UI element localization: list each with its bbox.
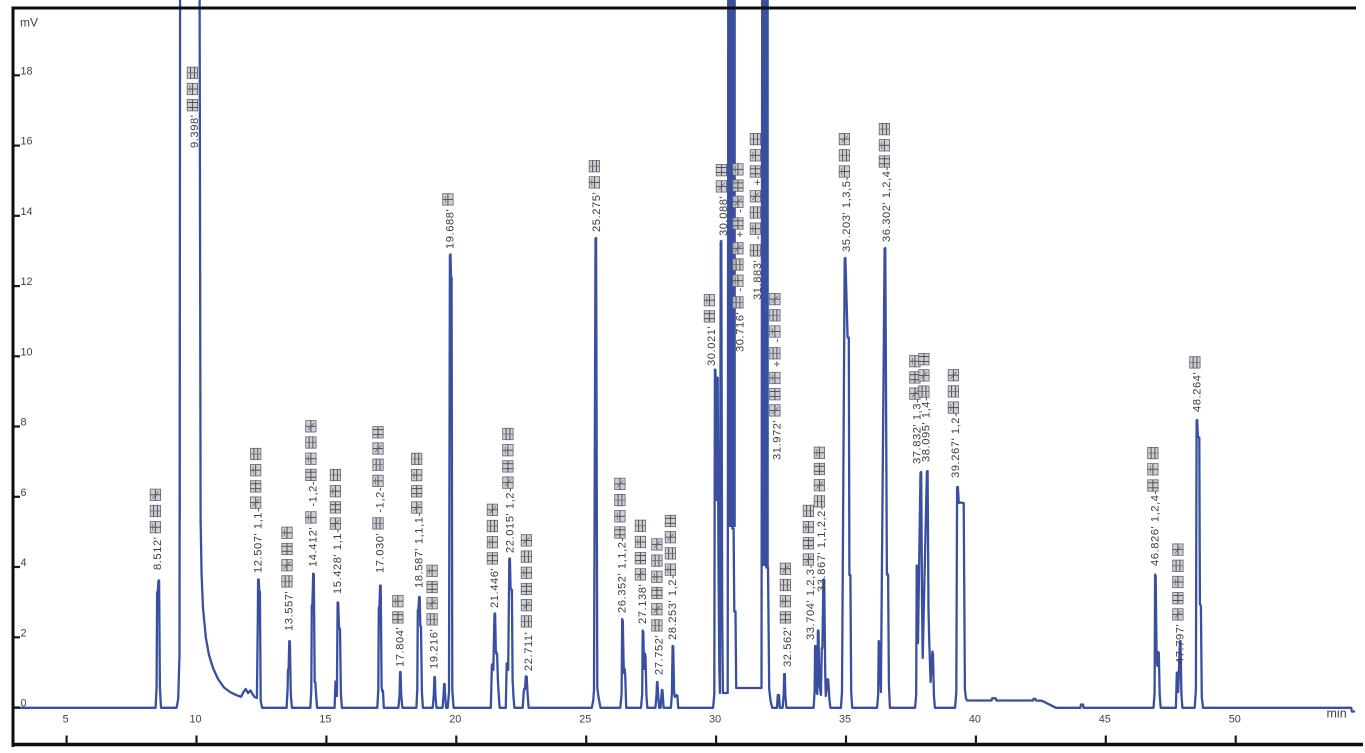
svg-text:22.015' 1,2-: 22.015' 1,2- bbox=[505, 488, 517, 553]
svg-text:47.797': 47.797' bbox=[1175, 624, 1187, 664]
svg-text:+: + bbox=[735, 230, 747, 237]
svg-text:8: 8 bbox=[21, 417, 27, 429]
svg-text:35: 35 bbox=[839, 714, 851, 726]
svg-text:22.711': 22.711' bbox=[523, 632, 535, 671]
svg-text:12: 12 bbox=[21, 276, 33, 288]
svg-text:27.138': 27.138' bbox=[637, 584, 649, 624]
svg-text:25.275': 25.275' bbox=[591, 192, 603, 232]
svg-text:6: 6 bbox=[21, 487, 27, 499]
svg-text:18.587' 1,1,1-: 18.587' 1,1,1- bbox=[413, 512, 425, 588]
svg-text:18: 18 bbox=[21, 65, 33, 77]
svg-text:33.704' 1,2,3-: 33.704' 1,2,3- bbox=[805, 564, 817, 640]
svg-text:13.557': 13.557' bbox=[284, 591, 296, 631]
svg-text:30.716': 30.716' bbox=[735, 312, 747, 352]
svg-text:30: 30 bbox=[709, 714, 721, 726]
svg-text:10: 10 bbox=[21, 346, 33, 358]
svg-text:45: 45 bbox=[1099, 714, 1111, 726]
svg-text:12.507' 1,1-: 12.507' 1,1- bbox=[252, 508, 264, 573]
svg-text:31.883': 31.883' bbox=[752, 260, 764, 300]
svg-text:20: 20 bbox=[449, 714, 461, 726]
svg-text:25: 25 bbox=[579, 714, 591, 726]
svg-text:28.253' 1,2-: 28.253' 1,2- bbox=[667, 575, 679, 640]
svg-text:19.688': 19.688' bbox=[445, 209, 457, 249]
svg-text:-: - bbox=[772, 338, 784, 342]
svg-text:16: 16 bbox=[21, 136, 33, 148]
svg-text:9.398': 9.398' bbox=[189, 115, 201, 148]
svg-text:17.030': 17.030' bbox=[375, 533, 387, 573]
svg-text:+: + bbox=[772, 360, 784, 367]
svg-text:19.216': 19.216' bbox=[429, 629, 441, 669]
svg-text:30.088': 30.088' bbox=[718, 196, 730, 236]
svg-text:15: 15 bbox=[319, 714, 331, 726]
svg-text:8.512': 8.512' bbox=[152, 537, 164, 570]
svg-text:-1,2-: -1,2- bbox=[308, 481, 320, 507]
svg-text:46.826' 1,2,4-: 46.826' 1,2,4- bbox=[1150, 490, 1162, 566]
svg-text:4: 4 bbox=[21, 557, 27, 569]
svg-text:36.302' 1,2,4-: 36.302' 1,2,4- bbox=[881, 166, 893, 242]
svg-text:31.972': 31.972' bbox=[772, 420, 784, 460]
svg-text:30.021': 30.021' bbox=[706, 326, 718, 366]
svg-text:21.446': 21.446' bbox=[489, 568, 501, 608]
svg-text:14: 14 bbox=[21, 206, 33, 218]
svg-text:17.804': 17.804' bbox=[395, 627, 407, 667]
svg-text:-: - bbox=[735, 287, 747, 291]
svg-text:33.867' 1,1,2,2-: 33.867' 1,1,2,2- bbox=[816, 506, 828, 592]
svg-text:37.832' 1,3-: 37.832' 1,3- bbox=[912, 399, 924, 464]
svg-text:min: min bbox=[1327, 707, 1347, 721]
svg-text:14.412': 14.412' bbox=[308, 527, 320, 567]
svg-text:48.264': 48.264' bbox=[1192, 372, 1204, 412]
svg-text:40: 40 bbox=[969, 714, 981, 726]
svg-text:32.562': 32.562' bbox=[782, 627, 794, 667]
svg-text:mV: mV bbox=[20, 16, 38, 30]
svg-text:-: - bbox=[735, 208, 747, 212]
svg-text:5: 5 bbox=[63, 714, 69, 726]
svg-text:50: 50 bbox=[1229, 714, 1241, 726]
svg-text:-: - bbox=[752, 235, 764, 239]
svg-text:+: + bbox=[752, 178, 764, 185]
svg-text:27.752': 27.752' bbox=[654, 635, 666, 675]
svg-text:15.428' 1,1-: 15.428' 1,1- bbox=[332, 529, 344, 594]
svg-text:10: 10 bbox=[189, 714, 201, 726]
svg-text:-1,2-: -1,2- bbox=[375, 487, 387, 513]
svg-text:26.352' 1,1,2-: 26.352' 1,1,2- bbox=[617, 537, 629, 613]
svg-text:0: 0 bbox=[21, 698, 27, 710]
svg-text:35.203' 1,3,5-: 35.203' 1,3,5- bbox=[841, 176, 853, 252]
svg-text:38.095' 1,4-: 38.095' 1,4- bbox=[921, 397, 933, 462]
svg-text:39.267' 1,2-: 39.267' 1,2- bbox=[950, 413, 962, 478]
svg-text:2: 2 bbox=[21, 627, 27, 639]
